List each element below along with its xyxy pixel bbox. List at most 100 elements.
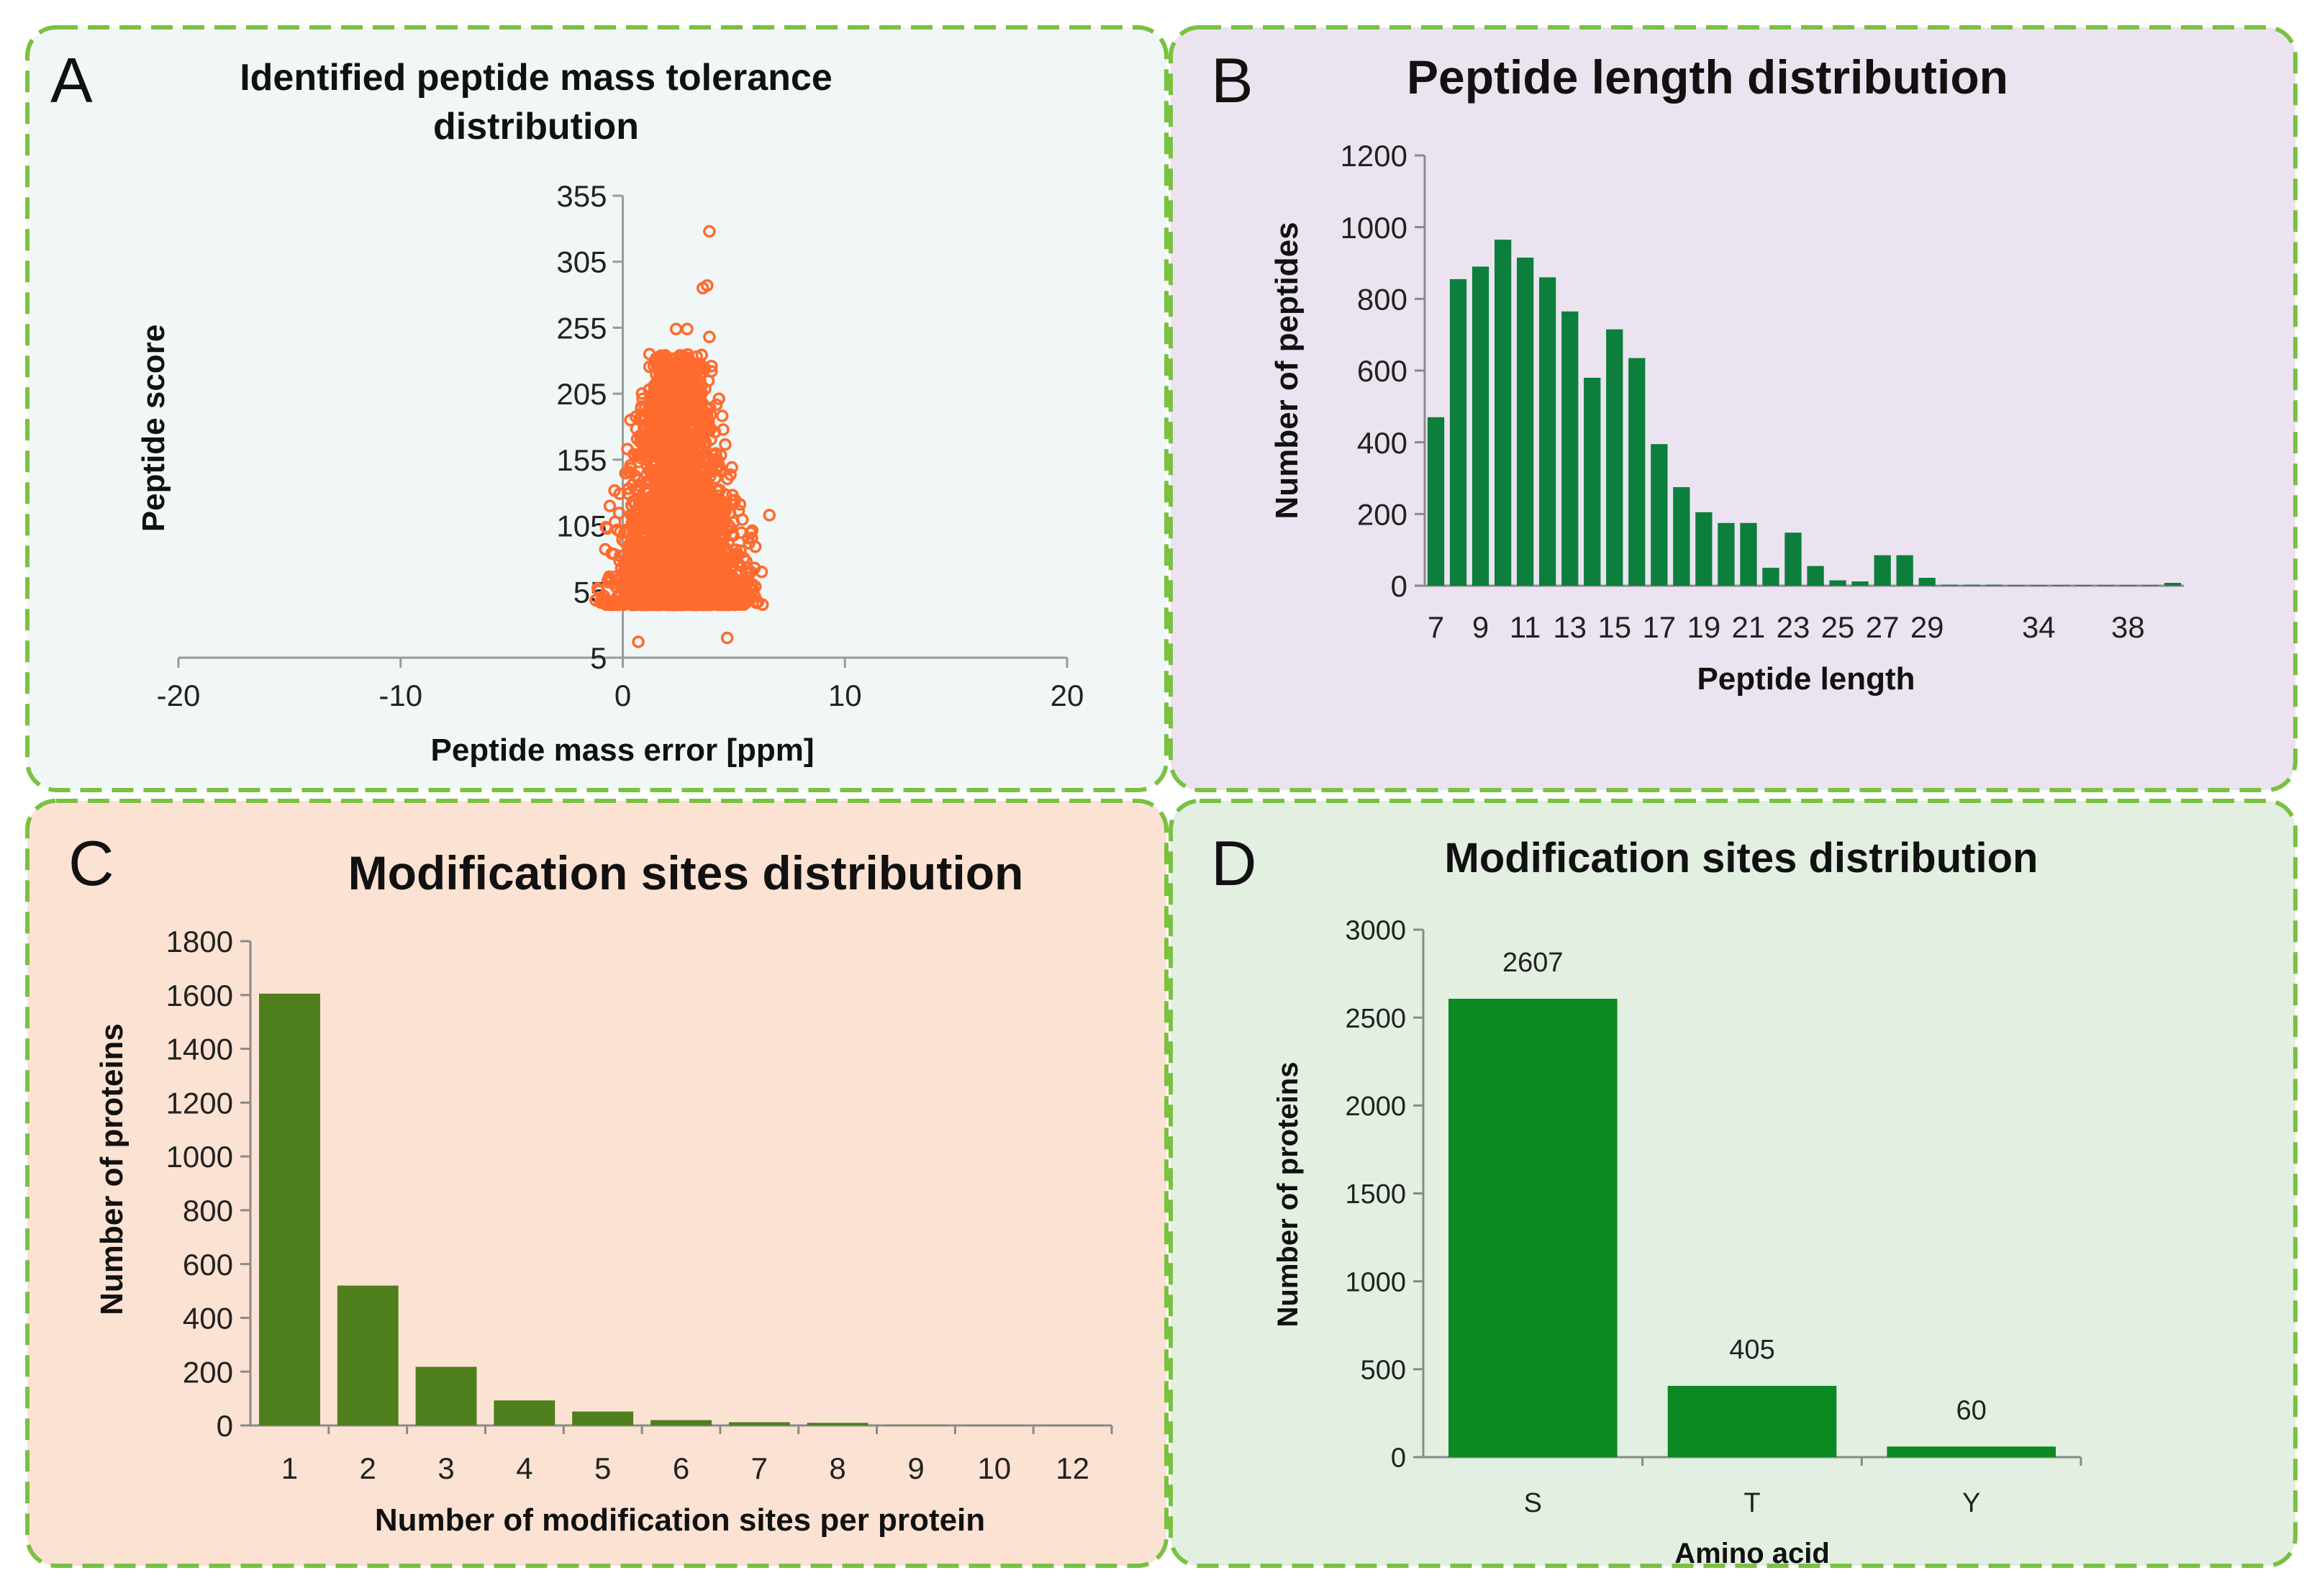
b-bar-10 bbox=[1495, 240, 1512, 586]
b-bar-15 bbox=[1606, 329, 1623, 586]
panel-a-x-ticks: -20 -10 0 10 20 bbox=[157, 658, 1084, 712]
panel-d-title: Modification sites distribution bbox=[1445, 835, 2038, 881]
panel-a-background bbox=[25, 25, 1169, 792]
a-scatter-point bbox=[704, 530, 717, 544]
b-y-tick-label: 800 bbox=[1357, 282, 1407, 316]
a-scatter-point bbox=[679, 545, 691, 559]
c-x-tick-label: 6 bbox=[673, 1451, 689, 1485]
a-scatter-point bbox=[707, 598, 720, 611]
b-bar-30 bbox=[1941, 584, 1958, 586]
a-scatter-point bbox=[684, 387, 697, 401]
d-x-tick-label: T bbox=[1743, 1488, 1760, 1518]
a-scatter-point bbox=[643, 501, 657, 514]
a-scatter-outlier bbox=[701, 278, 714, 292]
a-scatter-point bbox=[635, 409, 648, 422]
a-scatter-point bbox=[704, 458, 717, 471]
c-y-tick-label: 1200 bbox=[166, 1086, 233, 1120]
b-x-tick-label: 19 bbox=[1687, 610, 1721, 644]
a-scatter-point bbox=[633, 429, 647, 443]
d-y-tick-label: 1000 bbox=[1345, 1267, 1406, 1297]
a-scatter-point bbox=[726, 498, 740, 511]
a-scatter-point bbox=[686, 497, 699, 510]
a-y-tick-label: 105 bbox=[556, 509, 607, 543]
a-scatter-point bbox=[718, 554, 731, 568]
a-scatter-point bbox=[629, 568, 642, 581]
a-x-tick-label: 0 bbox=[614, 679, 631, 712]
b-bar-16 bbox=[1628, 358, 1646, 586]
b-bar-9 bbox=[1471, 266, 1489, 586]
c-y-tick-label: 0 bbox=[217, 1409, 233, 1443]
c-x-tick-label: 8 bbox=[829, 1451, 845, 1485]
panel-b-x-ticks: 7 9 11 13 15 17 19 21 23 25 27 29 34 38 bbox=[1428, 610, 2145, 644]
a-scatter-point bbox=[689, 530, 702, 544]
panel-c: C Modification sites distribution 020040… bbox=[25, 799, 1169, 1568]
panel-c-y-ticks: 0 200 400 600 800 1000 1200 1400 1600 1800 bbox=[166, 925, 250, 1443]
a-scatter-point bbox=[671, 507, 684, 520]
c-x-tick-label: 12 bbox=[1056, 1451, 1089, 1485]
b-bar-7 bbox=[1427, 417, 1445, 586]
b-y-tick-label: 1200 bbox=[1341, 139, 1407, 173]
a-scatter-point bbox=[708, 507, 722, 520]
a-y-tick-label: 255 bbox=[556, 311, 607, 345]
b-x-tick-label: 27 bbox=[1866, 610, 1900, 644]
b-x-tick-label: 23 bbox=[1777, 610, 1810, 644]
panel-c-title: Modification sites distribution bbox=[348, 846, 1024, 899]
panel-a-letter: A bbox=[50, 45, 93, 116]
a-scatter-point bbox=[725, 461, 738, 474]
a-scatter-point bbox=[665, 387, 678, 400]
b-bar-32 bbox=[1985, 584, 2003, 586]
b-x-tick-label: 25 bbox=[1821, 610, 1855, 644]
panel-b-x-axis-title: Peptide length bbox=[1697, 661, 1915, 697]
a-scatter-point bbox=[604, 598, 618, 612]
a-scatter-point bbox=[650, 396, 663, 409]
c-bar-7 bbox=[728, 1422, 790, 1425]
b-x-tick-label: 13 bbox=[1553, 610, 1587, 644]
b-bar-19 bbox=[1695, 512, 1713, 586]
d-y-tick-label: 3000 bbox=[1345, 916, 1406, 946]
panel-a-title-line2: distribution bbox=[433, 106, 639, 148]
panel-a-x-axis-title: Peptide mass error [ppm] bbox=[430, 733, 814, 768]
c-x-tick-label: 1 bbox=[281, 1451, 298, 1485]
a-scatter-outlier bbox=[763, 509, 776, 522]
a-scatter-outlier bbox=[681, 322, 694, 336]
a-scatter-point bbox=[674, 566, 687, 579]
a-scatter-point bbox=[608, 515, 622, 528]
a-scatter-point bbox=[656, 517, 669, 531]
a-x-tick-label: -20 bbox=[157, 679, 201, 712]
c-y-tick-label: 1600 bbox=[166, 979, 233, 1012]
b-x-tick-label: 15 bbox=[1597, 610, 1631, 644]
panel-d: D Modification sites distribution 0 500 10… bbox=[1169, 799, 2298, 1569]
a-scatter-point bbox=[603, 499, 617, 512]
a-scatter-point bbox=[663, 425, 677, 438]
a-scatter-point bbox=[692, 395, 705, 409]
a-scatter-point bbox=[712, 459, 726, 473]
a-scatter-point bbox=[614, 525, 627, 538]
panel-b-y-axis-title: Number of peptides bbox=[1269, 222, 1305, 519]
a-scatter-point bbox=[627, 525, 640, 538]
c-y-tick-label: 1400 bbox=[166, 1033, 233, 1066]
a-scatter-point bbox=[745, 531, 758, 545]
b-bar-13 bbox=[1561, 311, 1579, 586]
a-scatter-point bbox=[613, 487, 627, 500]
b-bar-21 bbox=[1740, 522, 1757, 586]
a-x-tick-label: 10 bbox=[828, 679, 862, 712]
c-bar-8 bbox=[807, 1423, 869, 1425]
a-scatter-point bbox=[726, 554, 739, 567]
a-scatter-point bbox=[648, 533, 662, 546]
a-scatter-point bbox=[686, 380, 699, 393]
a-scatter-point bbox=[616, 533, 629, 546]
a-scatter-point bbox=[663, 458, 676, 472]
a-scatter-point bbox=[603, 570, 616, 584]
a-scatter-point bbox=[694, 362, 707, 376]
b-x-tick-label: 7 bbox=[1428, 610, 1444, 644]
a-scatter-point bbox=[611, 590, 624, 604]
panel-b-bars bbox=[1427, 240, 2182, 586]
a-scatter-point bbox=[632, 484, 646, 497]
a-scatter-point bbox=[622, 583, 635, 597]
a-scatter-point bbox=[712, 392, 725, 405]
a-scatter-point bbox=[628, 450, 642, 463]
a-y-tick-label: 355 bbox=[556, 179, 607, 213]
a-scatter-point bbox=[717, 515, 731, 529]
b-bar-28 bbox=[1896, 555, 1913, 586]
a-scatter-point bbox=[705, 360, 718, 373]
